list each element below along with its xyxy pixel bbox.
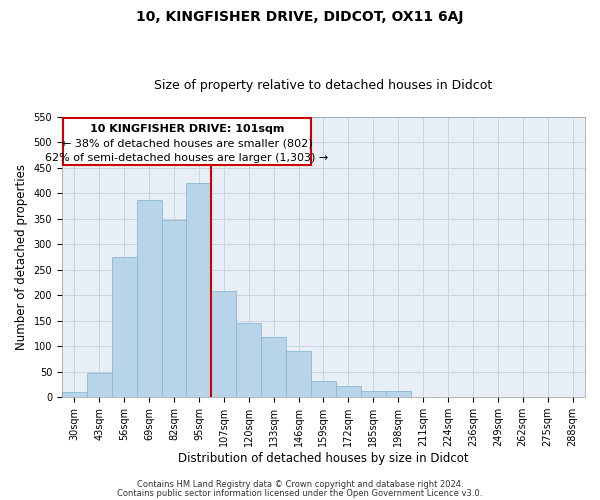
Bar [187, 183, 211, 397]
Bar [361, 391, 386, 397]
FancyBboxPatch shape [63, 118, 311, 165]
Text: 10 KINGFISHER DRIVE: 101sqm: 10 KINGFISHER DRIVE: 101sqm [90, 124, 284, 134]
Text: 62% of semi-detached houses are larger (1,303) →: 62% of semi-detached houses are larger (… [46, 153, 329, 163]
Text: 10, KINGFISHER DRIVE, DIDCOT, OX11 6AJ: 10, KINGFISHER DRIVE, DIDCOT, OX11 6AJ [136, 10, 464, 24]
Bar [286, 352, 311, 397]
Text: ← 38% of detached houses are smaller (802): ← 38% of detached houses are smaller (80… [62, 139, 313, 149]
Bar [87, 374, 112, 397]
Bar [236, 324, 261, 397]
Bar [62, 392, 87, 397]
Text: Contains public sector information licensed under the Open Government Licence v3: Contains public sector information licen… [118, 488, 482, 498]
Title: Size of property relative to detached houses in Didcot: Size of property relative to detached ho… [154, 79, 493, 92]
Bar [336, 386, 361, 397]
Bar [211, 291, 236, 397]
Bar [311, 382, 336, 397]
Bar [137, 200, 161, 397]
Text: Contains HM Land Registry data © Crown copyright and database right 2024.: Contains HM Land Registry data © Crown c… [137, 480, 463, 489]
X-axis label: Distribution of detached houses by size in Didcot: Distribution of detached houses by size … [178, 452, 469, 465]
Y-axis label: Number of detached properties: Number of detached properties [15, 164, 28, 350]
Bar [386, 391, 410, 397]
Bar [161, 220, 187, 397]
Bar [112, 257, 137, 397]
Bar [261, 337, 286, 397]
